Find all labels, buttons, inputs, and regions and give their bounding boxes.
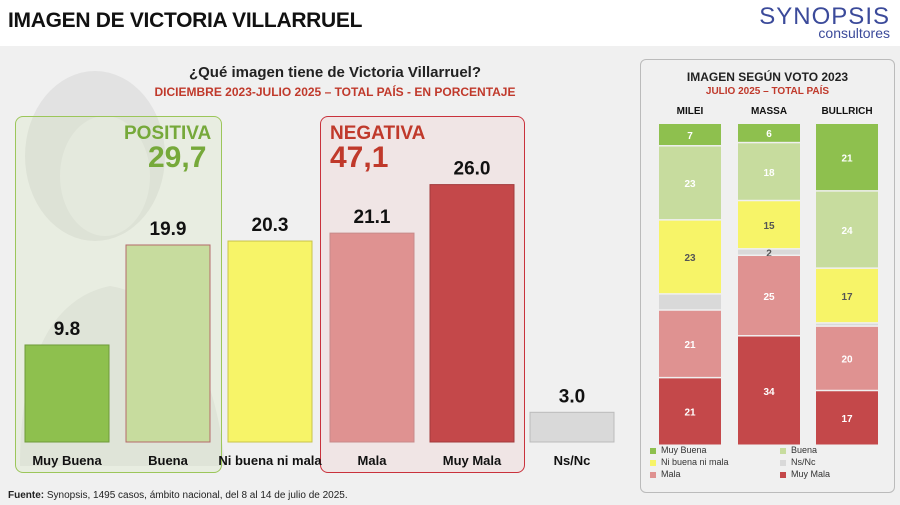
bar-value-buena: 19.9: [150, 219, 187, 240]
negative-label: NEGATIVA: [330, 123, 426, 144]
source-text: Synopsis, 1495 casos, ámbito nacional, d…: [44, 490, 348, 501]
legend-item-ni-buena-ni-mala: Ni buena ni mala: [650, 457, 729, 467]
bar-muy-buena: [24, 344, 110, 443]
category-label-ns-nc: Ns/Nc: [554, 453, 591, 468]
segment-milei-muy-buena: [659, 124, 721, 146]
question-subtitle: DICIEMBRE 2023-JULIO 2025 – TOTAL PAÍS -…: [154, 85, 516, 99]
bar-muy-mala: [429, 184, 515, 443]
legend-swatch-mala: [650, 471, 656, 478]
segment-bullrich-muy-buena: [816, 124, 878, 191]
synopsis-logo-sub: consultores: [818, 25, 890, 41]
category-label-ni-buena-ni-mala: Ni buena ni mala: [218, 453, 322, 468]
segment-massa-muy-mala: [738, 336, 800, 445]
category-label-buena: Buena: [148, 453, 189, 468]
segment-label-massa-buena: 18: [763, 168, 775, 179]
source-label: Fuente:: [8, 490, 45, 501]
main-bar-chart: 9.8 Muy Buena 19.9 Buena 20.3 Ni buena ni mal…: [24, 159, 615, 468]
segment-label-milei-ni-buena-ni-mala: 23: [684, 253, 696, 264]
legend-swatch-ni-buena-ni-mala: [650, 459, 656, 466]
segment-label-massa-mala: 25: [763, 292, 775, 303]
segment-milei-buena: [659, 146, 721, 220]
segment-label-milei-muy-mala: 21: [684, 408, 696, 419]
bar-value-mala: 21.1: [354, 207, 391, 228]
legend-label-ns-nc: Ns/Nc: [791, 457, 816, 467]
slide-content: ¿Qué imagen tiene de Victoria Villarruel…: [0, 46, 900, 505]
segment-massa-muy-buena: [738, 124, 800, 142]
legend-label-buena: Buena: [791, 445, 818, 455]
segment-label-bullrich-mala: 20: [841, 355, 853, 366]
legend-item-muy-buena: Muy Buena: [650, 445, 707, 455]
segment-label-massa-ni-buena-ni-mala: 15: [763, 221, 775, 232]
segment-label-massa-ns-nc: 2: [766, 248, 772, 259]
legend-swatch-muy-buena: [650, 447, 656, 454]
segment-milei-mala: [659, 310, 721, 377]
question-title: ¿Qué imagen tiene de Victoria Villarruel…: [188, 64, 482, 81]
bar-value-ns-nc: 3.0: [559, 386, 585, 407]
synopsis-logo: SYNOPSIS: [759, 3, 890, 30]
column-label-massa: MASSA: [751, 106, 787, 117]
segment-label-bullrich-muy-mala: 17: [841, 414, 853, 425]
segment-milei-ns-nc: [659, 294, 721, 310]
segment-massa-ni-buena-ni-mala: [738, 201, 800, 249]
bar-value-muy-mala: 26.0: [454, 159, 491, 180]
segment-label-bullrich-muy-buena: 21: [841, 153, 853, 164]
segment-milei-muy-mala: [659, 378, 721, 445]
segment-label-bullrich-buena: 24: [841, 226, 853, 237]
segment-bullrich-buena: [816, 191, 878, 268]
legend-label-muy-mala: Muy Mala: [791, 469, 831, 479]
positive-value: 29,7: [148, 141, 207, 174]
segment-label-milei-mala: 21: [684, 340, 696, 351]
category-label-muy-buena: Muy Buena: [32, 453, 102, 468]
page-title: IMAGEN DE VICTORIA VILLARRUEL: [8, 9, 363, 32]
legend-item-buena: Buena: [780, 445, 817, 455]
legend-swatch-buena: [780, 447, 786, 454]
header: IMAGEN DE VICTORIA VILLARRUEL SYNOPSIS c…: [0, 0, 900, 46]
legend-item-mala: Mala: [650, 469, 681, 479]
negative-value: 47,1: [330, 141, 389, 174]
legend-item-ns-nc: Ns/Nc: [780, 457, 816, 467]
bar-mala: [329, 232, 415, 443]
segment-label-milei-muy-buena: 7: [687, 131, 693, 142]
category-label-muy-mala: Muy Mala: [443, 453, 502, 468]
legend-swatch-muy-mala: [780, 471, 786, 478]
category-label-mala: Mala: [358, 453, 388, 468]
segment-bullrich-muy-mala: [816, 391, 878, 445]
segment-massa-mala: [738, 256, 800, 336]
segment-milei-ni-buena-ni-mala: [659, 220, 721, 294]
legend-item-muy-mala: Muy Mala: [780, 469, 830, 479]
side-chart-subtitle: JULIO 2025 – TOTAL PAÍS: [705, 86, 830, 97]
source-note: Fuente: Synopsis, 1495 casos, ámbito nac…: [8, 490, 348, 501]
segment-bullrich-mala: [816, 326, 878, 390]
legend-label-muy-buena: Muy Buena: [661, 445, 707, 455]
segment-massa-buena: [738, 143, 800, 200]
segment-label-massa-muy-buena: 6: [766, 129, 772, 140]
bar-value-muy-buena: 9.8: [54, 319, 80, 340]
segment-massa-ns-nc: [738, 249, 800, 255]
positive-label: POSITIVA: [124, 123, 212, 144]
side-chart-title: IMAGEN SEGÚN VOTO 2023: [686, 70, 849, 84]
bar-buena: [125, 244, 211, 443]
column-label-milei: MILEI: [677, 106, 704, 117]
legend-label-ni-buena-ni-mala: Ni buena ni mala: [661, 457, 729, 467]
legend-swatch-ns-nc: [780, 459, 786, 466]
column-label-bullrich: BULLRICH: [821, 106, 872, 117]
bar-ns-nc: [529, 411, 615, 443]
segment-label-bullrich-ni-buena-ni-mala: 17: [841, 292, 853, 303]
bar-value-ni-buena-ni-mala: 20.3: [252, 215, 289, 236]
segment-bullrich-ns-nc: [816, 323, 878, 326]
bar-ni-buena-ni-mala: [227, 240, 313, 443]
segment-label-milei-buena: 23: [684, 179, 696, 190]
stacked-bar-chart: MILEI 7 23 23 21 21 MASSA 6 18 15 2 25 34 BULLRICH 21 2…: [659, 106, 878, 445]
segment-bullrich-ni-buena-ni-mala: [816, 268, 878, 323]
legend-label-mala: Mala: [661, 469, 681, 479]
segment-label-massa-muy-mala: 34: [763, 387, 775, 398]
